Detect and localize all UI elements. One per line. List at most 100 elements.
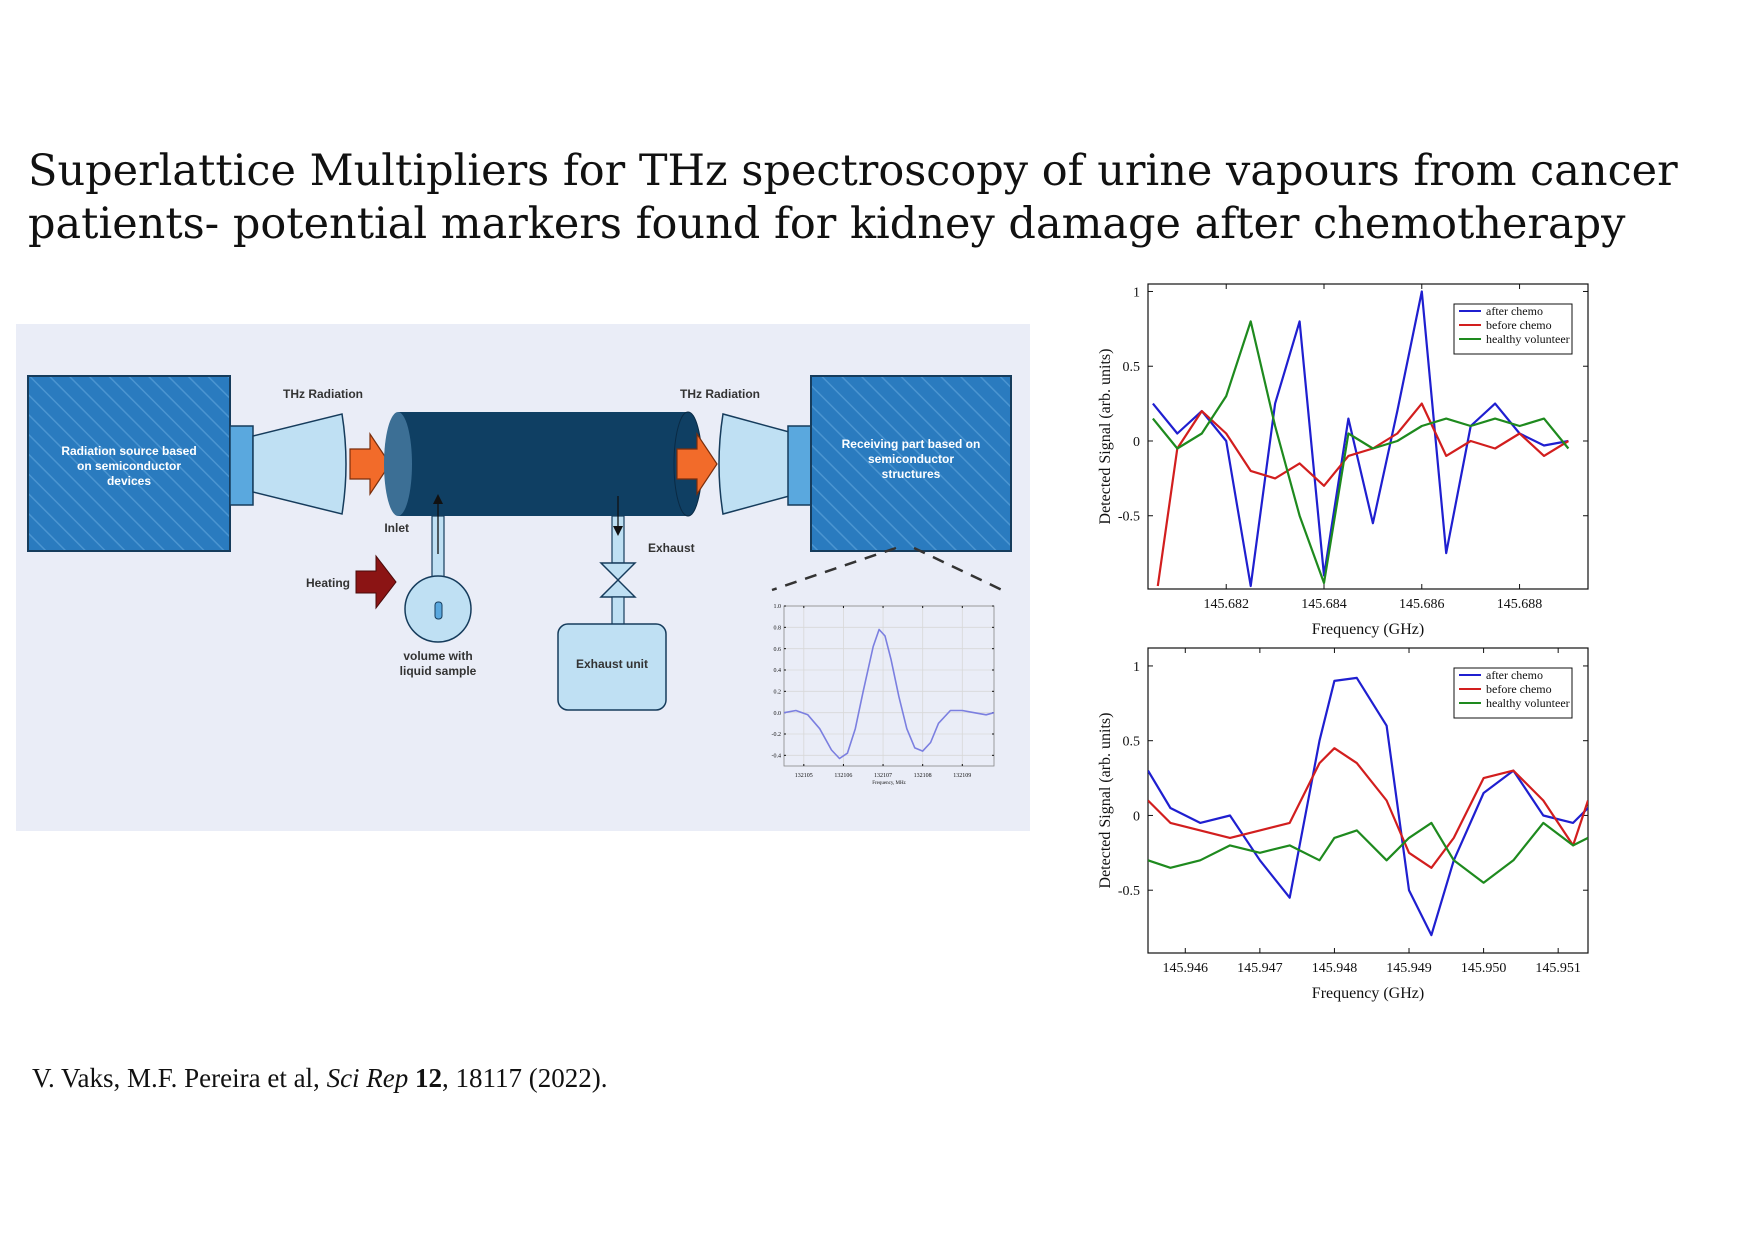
citation-authors: V. Vaks, M.F. Pereira et al, bbox=[32, 1063, 327, 1093]
y-tick-label: 0.2 bbox=[774, 689, 782, 695]
x-tick-label: 145.684 bbox=[1301, 597, 1347, 612]
y-tick-label: 0.5 bbox=[1123, 735, 1141, 750]
y-tick-label: 1 bbox=[1133, 660, 1140, 675]
x-tick-label: 145.688 bbox=[1497, 597, 1543, 612]
receiver-box bbox=[810, 375, 1012, 552]
citation: V. Vaks, M.F. Pereira et al, Sci Rep 12,… bbox=[32, 1063, 608, 1094]
y-axis-label: Detected Signal (arb. units) bbox=[1097, 713, 1114, 889]
x-tick-label: 132105 bbox=[795, 773, 813, 779]
inset-signal-plot: 132105 132106 132107 132108 132109 1.0 0.8 0.6 0… bbox=[772, 604, 995, 786]
inlet-label: Inlet bbox=[384, 521, 409, 535]
diagram-canvas: Radiation source based on semiconductor … bbox=[27, 375, 1012, 786]
citation-volume: 12 bbox=[415, 1063, 443, 1093]
series-line-healthy-volunteer bbox=[1148, 821, 1588, 884]
y-tick-label: 1 bbox=[1133, 285, 1140, 300]
citation-rest: , 18117 (2022). bbox=[442, 1063, 608, 1093]
x-tick-label: 145.951 bbox=[1535, 961, 1581, 976]
y-tick-label: 0.4 bbox=[774, 668, 782, 674]
x-tick-label: 145.950 bbox=[1461, 961, 1507, 976]
x-axis-label: Frequency (GHz) bbox=[1312, 985, 1424, 1002]
title-line-2: patients- potential markers found for ki… bbox=[28, 199, 1626, 249]
title-line-1: Superlattice Multipliers for THz spectro… bbox=[28, 146, 1678, 196]
arrow-right-icon bbox=[676, 432, 718, 496]
gas-cell-left-end bbox=[384, 412, 412, 516]
exhaust-unit-label: Exhaust unit bbox=[576, 657, 648, 671]
x-tick-label: 132109 bbox=[953, 773, 971, 779]
legend-box bbox=[1453, 667, 1573, 719]
heating-arrow-icon bbox=[355, 554, 397, 610]
right-horn-antenna bbox=[718, 413, 805, 515]
inlet-arrow-icon bbox=[433, 494, 443, 504]
y-tick-label: -0.5 bbox=[1118, 510, 1140, 525]
x-tick-label: 145.682 bbox=[1203, 597, 1249, 612]
series-line-before-chemo bbox=[1148, 747, 1588, 869]
x-axis-label: Frequency, MHz bbox=[872, 781, 906, 786]
citation-journal: Sci Rep bbox=[326, 1063, 409, 1093]
spectrometer-diagram: Radiation source based on semiconductor … bbox=[16, 324, 1030, 831]
x-tick-label: 132107 bbox=[874, 773, 892, 779]
slide-title: Superlattice Multipliers for THz spectro… bbox=[28, 145, 1728, 251]
gas-cell-tube bbox=[398, 412, 688, 516]
x-tick-label: 132108 bbox=[914, 773, 932, 779]
x-tick-label: 145.686 bbox=[1399, 597, 1445, 612]
legend-label: before chemo bbox=[1486, 318, 1552, 332]
plot-frame bbox=[783, 605, 995, 767]
arrow-left-icon bbox=[349, 432, 391, 496]
source-flange bbox=[229, 425, 254, 506]
legend-label: healthy volunteer bbox=[1486, 696, 1570, 710]
volume-label-1: volume with bbox=[403, 649, 472, 663]
y-tick-label: 0.6 bbox=[774, 647, 782, 653]
y-tick-label: -0.5 bbox=[1118, 884, 1140, 899]
heating-label: Heating bbox=[306, 576, 350, 590]
receiver-label-1: Receiving part based on bbox=[842, 437, 981, 451]
exhaust-unit-pipe bbox=[611, 596, 625, 627]
receiver-label-3: structures bbox=[882, 467, 941, 481]
y-tick-label: 0.8 bbox=[774, 625, 782, 631]
x-tick-label: 145.949 bbox=[1386, 961, 1432, 976]
y-tick-label: 1.0 bbox=[774, 604, 782, 610]
plot-frame bbox=[1147, 283, 1589, 590]
plot-bottom-canvas: 145.946 145.947 145.948 145.949 145.950 145.9… bbox=[1097, 647, 1589, 1002]
x-tick-label: 145.947 bbox=[1237, 961, 1283, 976]
thz-label-right: THz Radiation bbox=[680, 387, 760, 401]
y-tick-label: 0 bbox=[1133, 435, 1140, 450]
legend-label: healthy volunteer bbox=[1486, 332, 1570, 346]
series-line-0 bbox=[784, 628, 994, 760]
exhaust-unit-box bbox=[557, 623, 667, 711]
series-line-before-chemo bbox=[1156, 402, 1569, 587]
legend-box bbox=[1453, 303, 1573, 355]
source-box bbox=[27, 375, 231, 552]
plot-bottom: 145.946 145.947 145.948 145.949 145.950 145.9… bbox=[1094, 640, 1604, 1010]
legend-label: after chemo bbox=[1486, 304, 1543, 318]
legend-label: before chemo bbox=[1486, 682, 1552, 696]
y-tick-label: -0.2 bbox=[772, 732, 782, 738]
exhaust-label: Exhaust bbox=[648, 541, 695, 555]
plot-top: 145.682 145.684 145.686 145.688 1 0.5 0 -0.5 Fre… bbox=[1094, 276, 1604, 646]
source-label-2: on semiconductor bbox=[77, 459, 181, 473]
series-line-after-chemo bbox=[1148, 676, 1588, 937]
exhaust-arrow-icon bbox=[613, 526, 623, 536]
legend-label: after chemo bbox=[1486, 668, 1543, 682]
plot-top-canvas: 145.682 145.684 145.686 145.688 1 0.5 0 -0.5 Fre… bbox=[1097, 283, 1589, 638]
series-line-healthy-volunteer bbox=[1152, 320, 1570, 585]
y-tick-label: 0.5 bbox=[1123, 360, 1141, 375]
exhaust-valve-icon bbox=[599, 562, 637, 598]
y-tick-label: 0.0 bbox=[774, 711, 782, 717]
thz-label-left: THz Radiation bbox=[283, 387, 363, 401]
source-label-1: Radiation source based bbox=[61, 444, 196, 458]
y-axis-label: Detected Signal (arb. units) bbox=[1097, 349, 1114, 525]
y-tick-label: 0 bbox=[1133, 809, 1140, 824]
x-axis-label: Frequency (GHz) bbox=[1312, 621, 1424, 638]
source-label-3: devices bbox=[107, 474, 151, 488]
receiver-label-2: semiconductor bbox=[868, 452, 954, 466]
zoom-line-right bbox=[913, 546, 1003, 592]
receiver-flange bbox=[787, 425, 812, 506]
x-tick-label: 145.946 bbox=[1163, 961, 1209, 976]
zoom-line-left bbox=[771, 546, 897, 592]
series-line-after-chemo bbox=[1152, 290, 1569, 588]
y-tick-label: -0.4 bbox=[772, 753, 782, 759]
sample-drop-icon bbox=[434, 601, 443, 620]
x-tick-label: 132106 bbox=[834, 773, 852, 779]
left-horn-antenna bbox=[252, 413, 347, 515]
volume-label-2: liquid sample bbox=[400, 664, 477, 678]
